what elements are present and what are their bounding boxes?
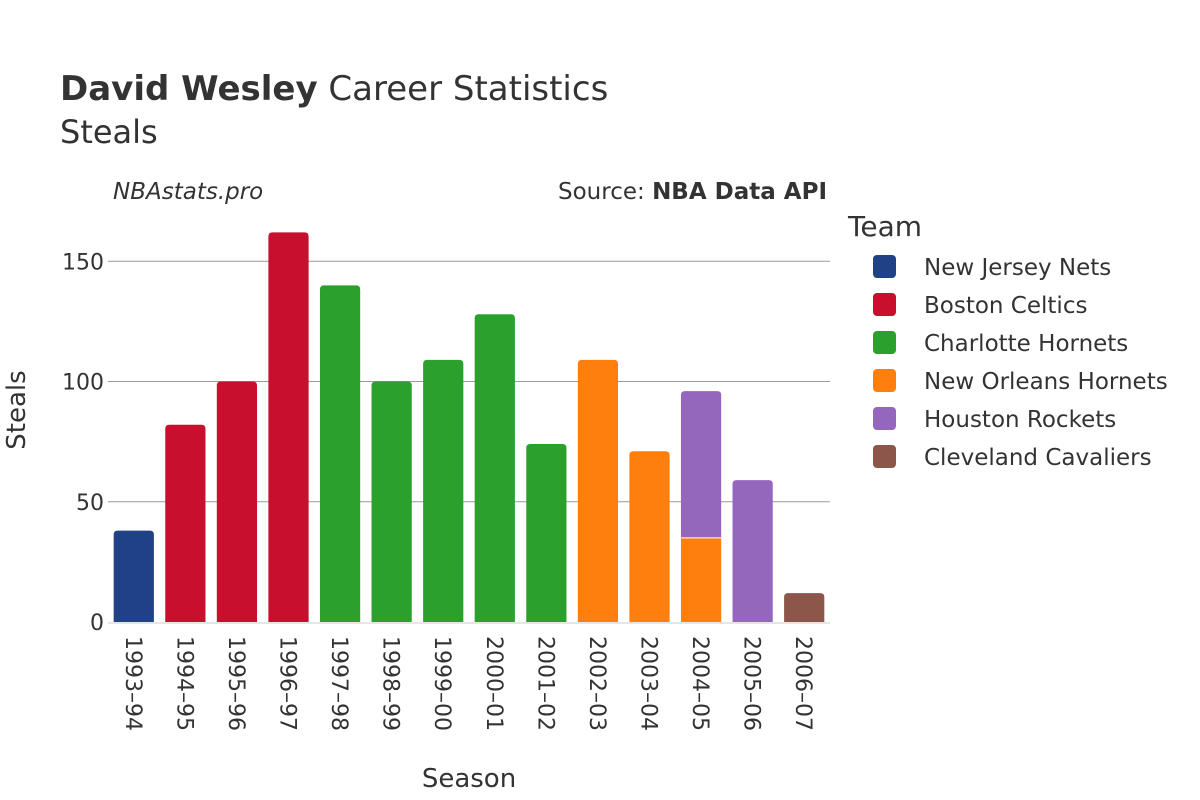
x-tick-label: 2002–03 <box>584 636 609 731</box>
legend-label: New Jersey Nets <box>924 255 1111 281</box>
bar-segment <box>423 359 464 622</box>
bar-segment <box>732 480 773 622</box>
x-tick-label: 1997–98 <box>326 636 351 731</box>
bar-segment <box>680 537 722 622</box>
source-credit: Source: NBA Data API <box>558 179 827 205</box>
source-prefix: Source: <box>558 179 652 205</box>
x-tick-label: 2006–07 <box>790 636 815 731</box>
gridlines <box>108 260 830 503</box>
x-tick-label: 2004–05 <box>687 636 712 731</box>
title-bold: David Wesley <box>60 69 318 109</box>
legend-label: New Orleans Hornets <box>924 369 1168 395</box>
watermark: NBAstats.pro <box>113 179 263 205</box>
legend-swatch <box>873 445 896 468</box>
bar-segment <box>165 424 206 622</box>
bars <box>113 232 825 622</box>
y-axis-title: Steals <box>2 370 32 449</box>
legend-swatch <box>873 369 896 392</box>
y-tick-label: 100 <box>62 371 104 396</box>
bar-segment <box>577 359 619 622</box>
bar-segment <box>784 593 825 622</box>
legend-label: Houston Rockets <box>924 407 1116 433</box>
x-tick-label: 1998–99 <box>378 636 403 731</box>
x-tick-label: 2005–06 <box>739 636 764 731</box>
legend-title: Team <box>847 210 922 243</box>
x-tick-label: 1993–94 <box>120 636 145 731</box>
legend-label: Charlotte Hornets <box>924 331 1128 357</box>
x-tick-label: 1994–95 <box>171 636 196 731</box>
x-tick-label: 1999–00 <box>429 636 454 731</box>
y-tick-label: 150 <box>62 250 104 275</box>
x-tick-label: 2003–04 <box>636 636 661 731</box>
legend-label: Cleveland Cavaliers <box>924 445 1152 471</box>
legend-swatch <box>873 331 896 354</box>
source-name: NBA Data API <box>652 179 827 205</box>
bar-segment <box>113 530 154 622</box>
bar-segment <box>474 314 515 622</box>
chart-subtitle: Steals <box>60 113 158 151</box>
x-tick-label: 1995–96 <box>223 636 248 731</box>
bar-segment <box>526 444 567 622</box>
bar-segment <box>680 391 722 538</box>
bar-segment <box>216 381 258 622</box>
legend-swatch <box>873 293 896 316</box>
bar-segment <box>268 232 309 622</box>
y-tick-label: 0 <box>90 611 104 636</box>
legend-label: Boston Celtics <box>924 293 1087 319</box>
x-tick-label: 2000–01 <box>481 636 506 731</box>
legend-swatch <box>873 407 896 430</box>
y-tick-label: 50 <box>76 491 104 516</box>
legend-swatch <box>873 255 896 278</box>
legend: New Jersey Nets Boston Celtics Charlotte H… <box>873 255 1168 471</box>
y-tick-labels: 0 50 100 150 <box>62 250 104 636</box>
title-rest: Career Statistics <box>318 69 609 109</box>
x-tick-label: 2001–02 <box>532 636 557 731</box>
bar-segment <box>629 451 670 622</box>
bar-segment <box>319 285 361 622</box>
bar-segment <box>371 381 412 622</box>
x-axis-title: Season <box>422 764 516 794</box>
x-tick-labels: 1993–94 1994–95 1995–96 1996–97 1997–98 1998–… <box>120 636 815 731</box>
x-tick-label: 1996–97 <box>275 636 300 731</box>
chart-title: David Wesley Career Statistics <box>60 69 608 109</box>
